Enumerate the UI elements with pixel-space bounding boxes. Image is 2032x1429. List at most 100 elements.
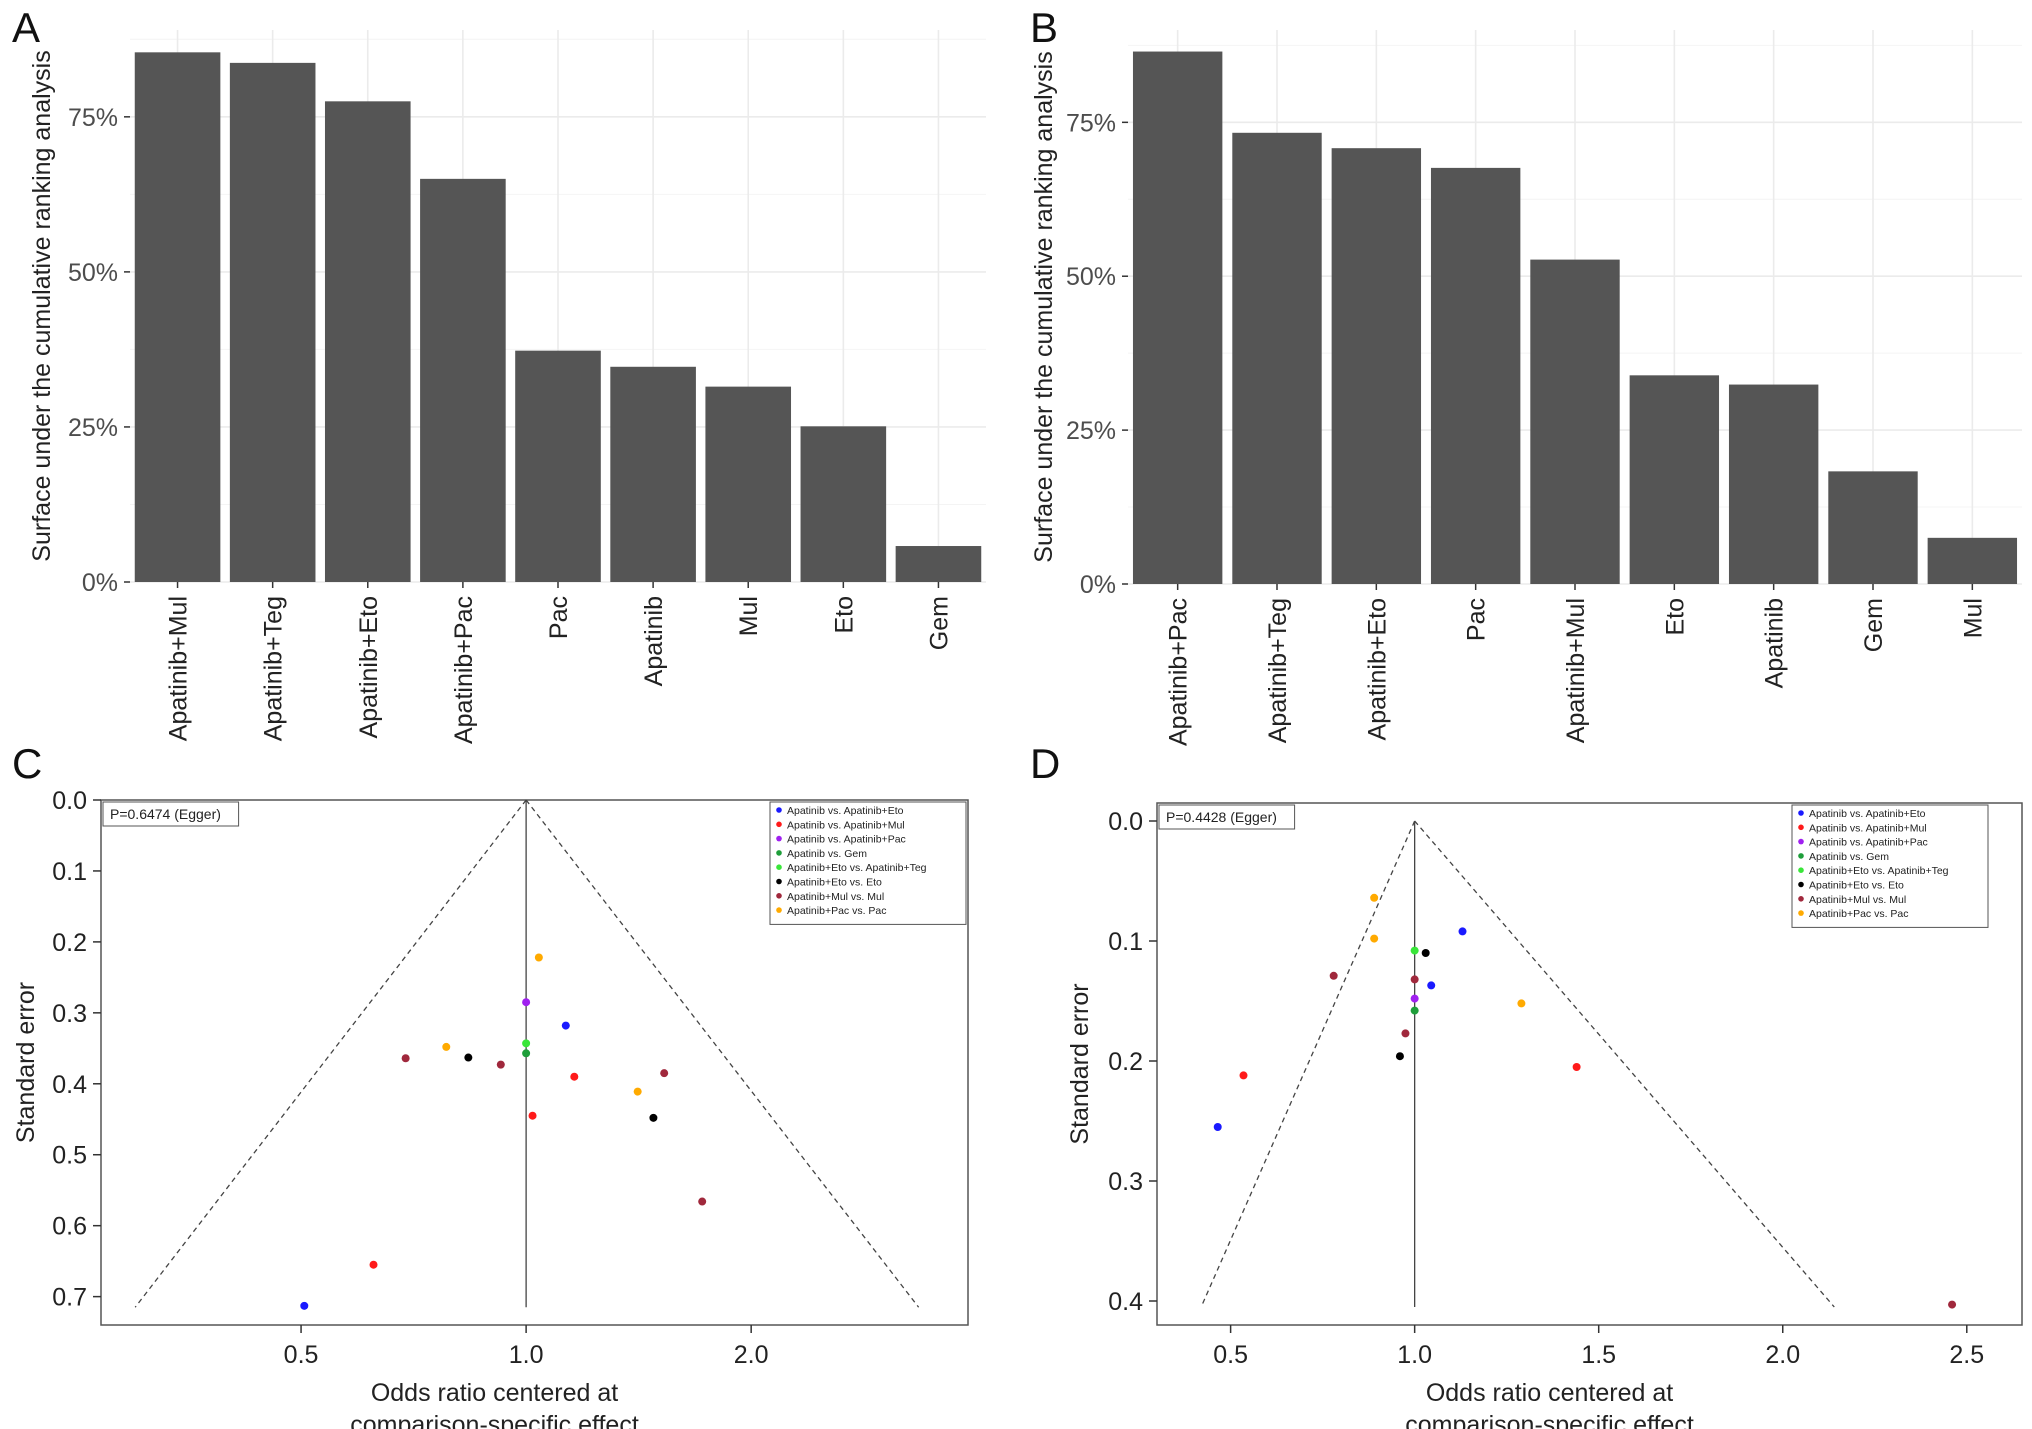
x-tick-label: Apatinib+Eto xyxy=(1363,598,1391,740)
legend-label: Apatinib+Eto vs. Apatinib+Teg xyxy=(787,862,927,874)
bar-gem xyxy=(895,546,982,582)
y-tick-label: 0.6 xyxy=(52,1213,87,1241)
y-tick-label: 0% xyxy=(82,569,118,597)
legend-marker xyxy=(1798,838,1804,845)
x-tick-label: Apatinib+Teg xyxy=(1264,598,1292,743)
legend-label: Apatinib vs. Apatinib+Pac xyxy=(787,834,906,846)
y-tick-label: 75% xyxy=(1066,109,1116,137)
x-tick-label: Eto xyxy=(830,596,858,634)
panel-letter-c: C xyxy=(12,740,43,787)
legend-label: Apatinib vs. Apatinib+Eto xyxy=(1809,808,1926,820)
data-point xyxy=(528,1111,537,1120)
legend-marker xyxy=(776,878,782,885)
plot-frame xyxy=(1156,802,2023,1326)
data-point xyxy=(369,1260,378,1269)
legend-marker xyxy=(1798,881,1804,888)
x-tick-label: Gem xyxy=(925,596,953,650)
bar-apatinib-plus-mul xyxy=(1530,259,1620,584)
bar-eto xyxy=(1629,375,1720,584)
x-tick-label: Eto xyxy=(1661,598,1689,636)
data-point xyxy=(1239,1071,1248,1080)
bar-mul xyxy=(705,386,792,582)
legend-marker xyxy=(776,893,782,899)
legend-marker xyxy=(776,835,782,842)
legend-label: Apatinib vs. Gem xyxy=(787,848,867,860)
y-tick-label: 50% xyxy=(1066,263,1116,291)
bar-apatinib-plus-teg xyxy=(1232,132,1322,584)
data-point xyxy=(401,1054,410,1063)
egger-annotation: P=0.6474 (Egger) xyxy=(110,806,221,822)
legend-marker xyxy=(776,864,782,870)
bar-mul xyxy=(1927,537,2018,584)
funnel-right-line xyxy=(525,799,920,1308)
egger-annotation-box xyxy=(102,801,240,827)
x-axis-label-line2: comparison-specific effect xyxy=(1405,1411,1694,1429)
egger-annotation-box xyxy=(1158,804,1296,830)
x-tick-label: 1.0 xyxy=(509,1341,544,1369)
legend-label: Apatinib vs. Gem xyxy=(1809,851,1889,863)
y-tick-label: 0.2 xyxy=(1108,1048,1143,1076)
data-point xyxy=(1410,1006,1419,1015)
bar-apatinib xyxy=(610,366,696,582)
legend-label: Apatinib vs. Apatinib+Pac xyxy=(1809,837,1928,849)
y-tick-label: 0.0 xyxy=(1108,808,1143,836)
y-tick-label: 0.1 xyxy=(1108,928,1143,956)
x-tick-label: Apatinib+Eto xyxy=(355,596,383,738)
x-tick-label: Apatinib+Teg xyxy=(260,596,288,741)
x-tick-label: Apatinib+Mul xyxy=(1562,598,1590,743)
y-tick-label: 0.7 xyxy=(52,1284,87,1312)
bar-pac xyxy=(515,350,601,582)
data-point xyxy=(1370,934,1379,943)
bar-apatinib-plus-teg xyxy=(229,62,316,583)
y-tick-label: 0.4 xyxy=(52,1071,87,1099)
data-point xyxy=(442,1042,451,1051)
x-tick-label: Pac xyxy=(545,596,573,639)
legend-label: Apatinib+Pac vs. Pac xyxy=(787,905,887,917)
data-point xyxy=(1213,1123,1222,1131)
y-axis-label: Surface under the cumulative ranking ana… xyxy=(28,50,56,561)
bar-apatinib-plus-pac xyxy=(420,178,506,582)
y-tick-label: 0.5 xyxy=(52,1142,87,1170)
funnel-left-line xyxy=(134,799,527,1308)
legend-label: Apatinib+Eto vs. Apatinib+Teg xyxy=(1809,865,1949,877)
data-point xyxy=(1458,927,1467,936)
bar-apatinib-plus-pac xyxy=(1132,51,1223,585)
data-point xyxy=(660,1069,669,1078)
legend-label: Apatinib+Pac vs. Pac xyxy=(1809,908,1909,920)
x-tick-label: Gem xyxy=(1860,598,1888,652)
data-point xyxy=(649,1113,658,1122)
legend-box xyxy=(769,801,967,925)
x-tick-label: 2.5 xyxy=(1949,1341,1984,1369)
x-tick-label: 1.0 xyxy=(1397,1341,1432,1369)
x-tick-label: Mul xyxy=(735,596,763,636)
panel-letter-a: A xyxy=(12,4,41,51)
y-tick-label: 75% xyxy=(68,104,118,132)
y-tick-label: 50% xyxy=(68,259,118,287)
panel-letter-d: D xyxy=(1030,740,1061,787)
legend-label: Apatinib vs. Apatinib+Mul xyxy=(787,819,905,831)
data-point xyxy=(1395,1052,1404,1061)
data-point xyxy=(1401,1029,1410,1038)
data-point xyxy=(300,1301,309,1310)
y-axis-label: Standard error xyxy=(12,982,40,1143)
data-point xyxy=(1410,946,1419,955)
data-point xyxy=(1410,975,1419,984)
legend-box xyxy=(1791,804,1989,928)
x-tick-label: 0.5 xyxy=(284,1341,319,1369)
legend-label: Apatinib vs. Apatinib+Mul xyxy=(1809,822,1927,834)
data-point xyxy=(534,953,543,962)
bar-apatinib-plus-mul xyxy=(134,52,221,583)
y-tick-label: 0% xyxy=(1080,571,1116,599)
x-tick-label: 1.5 xyxy=(1581,1341,1616,1369)
data-point xyxy=(496,1060,505,1069)
x-axis-label-line1: Odds ratio centered at xyxy=(371,1379,618,1407)
legend-label: Apatinib vs. Apatinib+Eto xyxy=(787,805,904,817)
x-tick-label: Apatinib+Mul xyxy=(165,596,193,741)
data-point xyxy=(522,1049,531,1058)
bar-apatinib-plus-eto xyxy=(324,101,411,583)
data-point xyxy=(522,1039,531,1048)
plot-frame xyxy=(100,799,969,1326)
data-point xyxy=(1421,949,1430,957)
